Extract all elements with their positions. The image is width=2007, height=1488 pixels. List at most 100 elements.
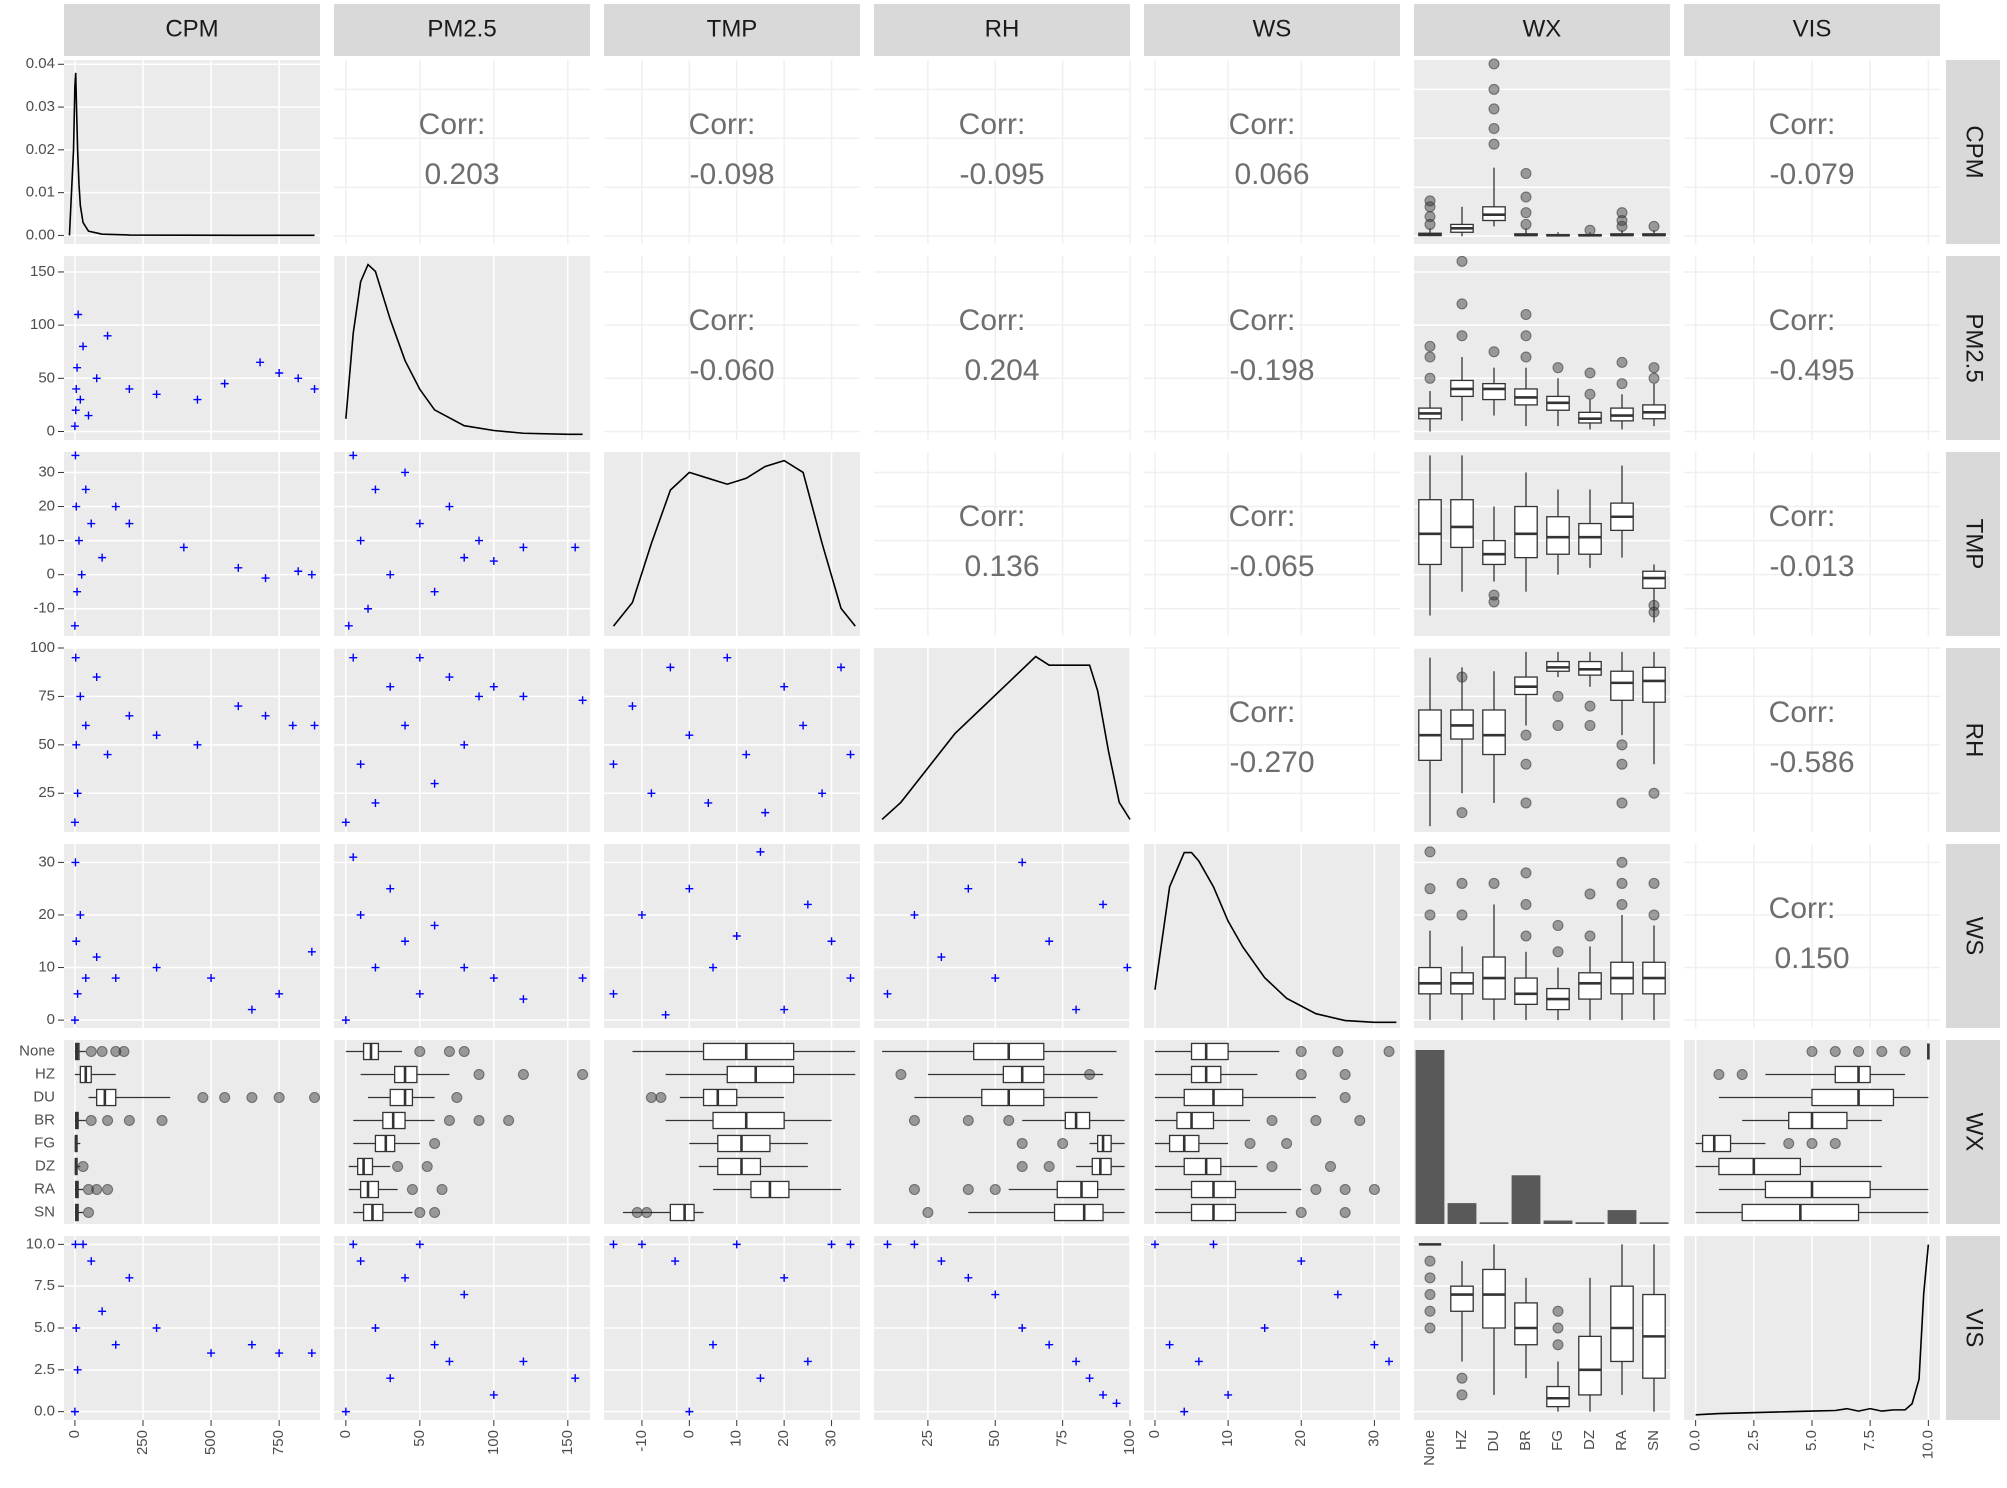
strip-label: TMP: [707, 15, 758, 42]
box: [1482, 709, 1506, 756]
box: [389, 1088, 414, 1107]
panel: [334, 60, 590, 244]
point: [519, 543, 528, 552]
y-tick-label: 0: [47, 1011, 55, 1028]
density-line: [68, 72, 315, 237]
outlier: [1520, 330, 1532, 342]
x-tick-label: 150: [559, 1430, 576, 1455]
y-tick-label: -10: [33, 600, 55, 617]
panel: [604, 844, 860, 1028]
outlier: [246, 1092, 258, 1103]
point: [489, 974, 498, 983]
outlier: [1616, 758, 1628, 770]
point: [349, 653, 358, 662]
outlier: [273, 1092, 285, 1103]
x-tick-label: 25: [919, 1430, 936, 1447]
panel: [64, 1040, 320, 1224]
outlier: [451, 1092, 463, 1103]
outlier: [77, 1161, 89, 1172]
point: [445, 1357, 454, 1366]
outlier: [1829, 1046, 1841, 1057]
point: [1224, 1390, 1233, 1399]
point: [256, 358, 265, 367]
outlier: [197, 1092, 209, 1103]
point: [445, 502, 454, 511]
point: [609, 1240, 618, 1249]
y-tick-label: 0: [47, 566, 55, 583]
point: [193, 395, 202, 404]
point: [81, 485, 90, 494]
bar: [1575, 1222, 1605, 1224]
outlier: [1383, 1046, 1395, 1057]
outlier: [1713, 1069, 1725, 1080]
density-line: [881, 655, 1131, 821]
outlier: [1043, 1161, 1055, 1172]
point: [275, 368, 284, 377]
point: [72, 1324, 81, 1332]
outlier: [1552, 690, 1564, 702]
outlier: [1424, 1272, 1436, 1284]
outlier: [1456, 298, 1468, 310]
outlier: [85, 1115, 97, 1126]
outlier: [1456, 255, 1468, 267]
box: [1482, 382, 1506, 401]
point: [386, 682, 395, 691]
point: [98, 553, 107, 562]
point: [647, 789, 656, 798]
corr-value: -0.270: [1229, 746, 1314, 779]
point: [803, 1357, 812, 1366]
point: [207, 1349, 216, 1358]
point: [780, 1273, 789, 1282]
point: [72, 384, 81, 393]
outlier: [1520, 898, 1532, 910]
corr-value: -0.198: [1229, 354, 1314, 387]
outlier: [895, 1069, 907, 1080]
point: [87, 1257, 96, 1266]
outlier: [1424, 351, 1436, 363]
outlier: [1424, 846, 1436, 858]
point: [1099, 1390, 1108, 1399]
y-tick-label: 5.0: [34, 1319, 55, 1336]
corr-label: Corr:: [1229, 500, 1296, 533]
point: [846, 974, 855, 983]
outlier: [1616, 856, 1628, 868]
outlier: [1003, 1115, 1015, 1126]
panel: [604, 60, 860, 244]
corr-value: 0.204: [964, 354, 1039, 387]
panel: [64, 844, 320, 1028]
point: [519, 1357, 528, 1366]
outlier: [1899, 1046, 1911, 1057]
corr-label: Corr:: [1229, 108, 1296, 141]
point: [341, 1016, 350, 1025]
corr-label: Corr:: [1769, 500, 1836, 533]
y-tick-label: HZ: [35, 1065, 55, 1082]
point: [207, 974, 216, 983]
point: [1112, 1399, 1121, 1408]
point: [125, 711, 134, 720]
x-tick-label: 0: [1146, 1430, 1163, 1438]
point: [991, 974, 1000, 983]
corr-label: Corr:: [959, 500, 1026, 533]
outlier: [436, 1184, 448, 1195]
outlier: [1584, 388, 1596, 400]
x-tick-label: 20: [775, 1430, 792, 1447]
box: [726, 1065, 795, 1084]
point: [356, 760, 365, 769]
outlier: [1806, 1138, 1818, 1149]
outlier: [1783, 1138, 1795, 1149]
strip: [1144, 4, 1400, 56]
point: [152, 1324, 161, 1332]
box: [1514, 977, 1538, 1005]
point: [430, 587, 439, 596]
point: [964, 1273, 973, 1282]
point: [460, 963, 469, 972]
outlier: [1648, 909, 1660, 921]
x-tick-label: 500: [202, 1430, 219, 1455]
outlier: [429, 1138, 441, 1149]
density-line: [612, 459, 856, 627]
strip-label: TMP: [1961, 519, 1988, 570]
outlier: [83, 1207, 95, 1218]
point: [81, 974, 90, 983]
point: [1018, 858, 1027, 867]
y-tick-label: 0.04: [26, 55, 55, 72]
